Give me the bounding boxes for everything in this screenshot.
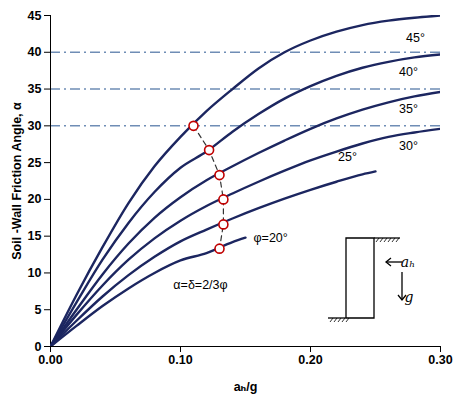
svg-text:0.00: 0.00 bbox=[38, 353, 62, 367]
svg-text:20: 20 bbox=[28, 192, 42, 206]
svg-text:Soil -Wall Friction Angle, α: Soil -Wall Friction Angle, α bbox=[10, 102, 24, 260]
svg-text:g: g bbox=[405, 289, 414, 305]
svg-text:5: 5 bbox=[35, 303, 42, 317]
svg-text:25°: 25° bbox=[338, 150, 357, 164]
svg-text:10: 10 bbox=[28, 266, 42, 280]
svg-text:30: 30 bbox=[28, 119, 42, 133]
svg-text:25: 25 bbox=[28, 156, 42, 170]
svg-text:35°: 35° bbox=[399, 102, 418, 116]
svg-text:φ=20°: φ=20° bbox=[254, 231, 288, 245]
svg-text:0: 0 bbox=[35, 340, 42, 354]
svg-text:α=δ=2/3φ: α=δ=2/3φ bbox=[173, 278, 227, 292]
svg-text:15: 15 bbox=[28, 229, 42, 243]
svg-text:aₕ/g: aₕ/g bbox=[234, 380, 258, 394]
svg-text:40: 40 bbox=[28, 45, 42, 59]
svg-text:30°: 30° bbox=[399, 139, 418, 153]
svg-text:aₕ: aₕ bbox=[401, 254, 415, 270]
svg-text:40°: 40° bbox=[399, 65, 418, 79]
svg-text:0.30: 0.30 bbox=[428, 353, 452, 367]
svg-text:45: 45 bbox=[28, 9, 42, 23]
svg-text:45°: 45° bbox=[406, 31, 425, 45]
svg-text:0.10: 0.10 bbox=[168, 353, 192, 367]
svg-text:35: 35 bbox=[28, 82, 42, 96]
svg-text:0.20: 0.20 bbox=[298, 353, 322, 367]
